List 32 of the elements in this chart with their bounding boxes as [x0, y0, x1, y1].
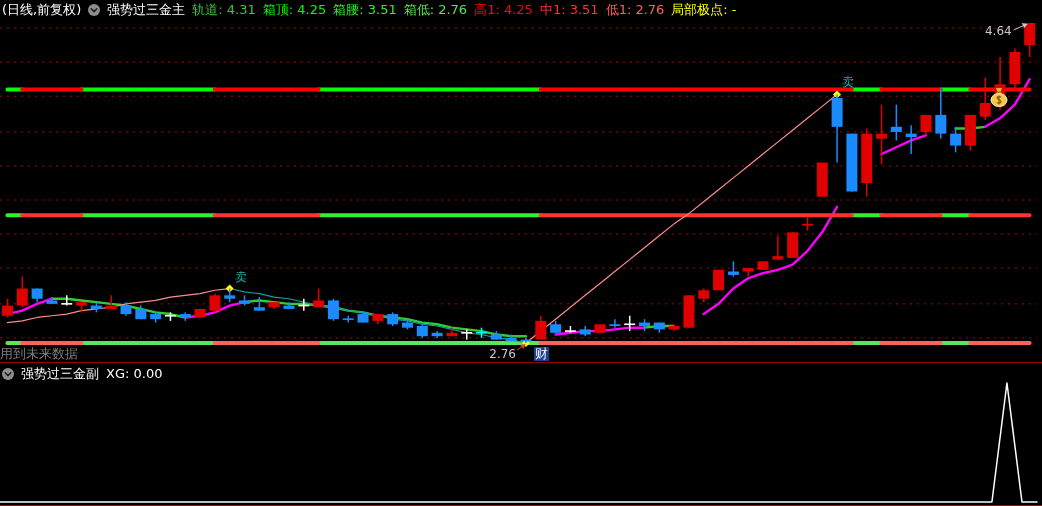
candlestick — [2, 297, 13, 319]
data-label: 卖 — [842, 75, 855, 90]
text: 轨道: 4.31 — [192, 2, 256, 18]
text: 用到未来数据 — [0, 346, 78, 361]
candlestick — [935, 86, 947, 140]
text: 箱腰: 3.51 — [333, 2, 397, 18]
text: 箱低: 2.76 — [403, 2, 468, 18]
text: 箱顶: 4.25 — [262, 2, 327, 18]
candlestick — [876, 103, 888, 166]
candlestick — [609, 318, 621, 329]
text: 局部极点: - — [671, 2, 737, 18]
text: 2.76 — [489, 347, 516, 361]
candlestick — [890, 103, 902, 142]
text: 高1: 4.25 — [474, 2, 533, 18]
candlestick — [979, 76, 991, 121]
chart-title: (日线,前复权) — [2, 2, 82, 18]
candlestick — [327, 297, 339, 322]
data-label: 卖 — [234, 269, 247, 284]
text: XG: 0.00 — [106, 366, 163, 382]
text: 财 — [535, 346, 548, 361]
chart-subtitle: 强势过三金主 — [107, 2, 186, 18]
candlestick — [950, 126, 962, 154]
candlestick — [772, 235, 784, 261]
candlestick — [61, 294, 73, 307]
candlestick — [342, 315, 354, 324]
text: 4.64 — [984, 24, 1012, 38]
text: 低1: 2.76 — [605, 2, 665, 18]
candlestick — [16, 275, 28, 309]
candlestick — [209, 292, 221, 314]
candlestick — [535, 315, 547, 341]
chart-title: 强势过三金副 — [21, 366, 99, 382]
text: 中1: 3.51 — [539, 2, 599, 18]
